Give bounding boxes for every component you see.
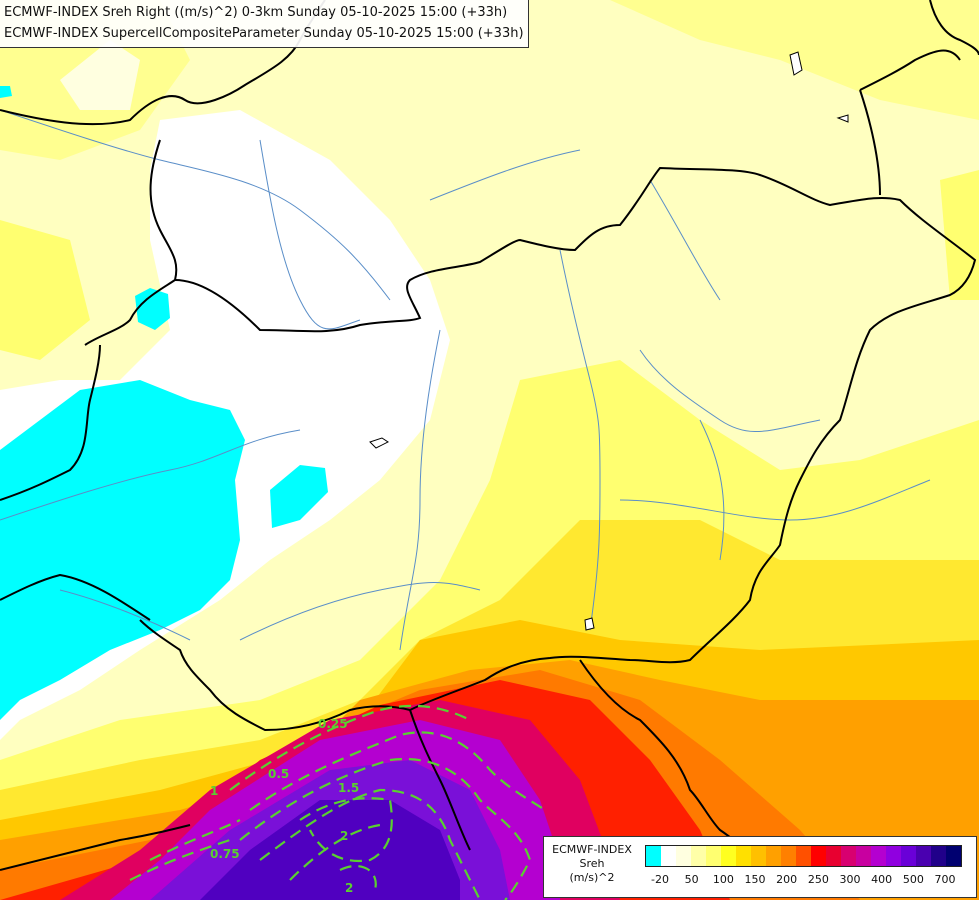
contour-label: 0.25 bbox=[318, 717, 348, 731]
legend-swatch bbox=[946, 846, 961, 866]
legend-swatch bbox=[676, 846, 691, 866]
legend-swatch bbox=[721, 846, 736, 866]
sreh-band-cyan bbox=[135, 288, 170, 330]
legend-tick-label: 300 bbox=[839, 873, 861, 886]
legend-swatch bbox=[661, 846, 676, 866]
title-scp: ECMWF-INDEX SupercellCompositeParameter … bbox=[4, 26, 524, 41]
sreh-band-indigo bbox=[200, 800, 460, 900]
legend-swatch bbox=[886, 846, 901, 866]
map-title: ECMWF-INDEX Sreh Right ((m/s)^2) 0-3km S… bbox=[0, 0, 529, 48]
legend-swatch bbox=[781, 846, 796, 866]
legend-swatches bbox=[645, 845, 962, 867]
legend-swatch bbox=[916, 846, 931, 866]
legend-tick-label: -20 bbox=[651, 873, 669, 886]
legend-swatch bbox=[706, 846, 721, 866]
contour-label: 0.5 bbox=[268, 767, 289, 781]
legend-swatch bbox=[826, 846, 841, 866]
lake bbox=[584, 617, 595, 631]
legend-swatch bbox=[766, 846, 781, 866]
scp-contours bbox=[129, 704, 546, 900]
legend-tick-label: 250 bbox=[807, 873, 829, 886]
sreh-band-cyan bbox=[270, 465, 328, 528]
lake bbox=[369, 437, 389, 449]
legend-tick-label: 200 bbox=[776, 873, 798, 886]
legend-title: ECMWF-INDEX Sreh (m/s)^2 bbox=[546, 843, 638, 885]
title-sreh: ECMWF-INDEX Sreh Right ((m/s)^2) 0-3km S… bbox=[4, 5, 508, 20]
legend-tick-label: 500 bbox=[902, 873, 924, 886]
contour-label: 2 bbox=[345, 881, 353, 895]
legend-swatch bbox=[871, 846, 886, 866]
lake bbox=[836, 114, 849, 123]
sreh-band-yellow bbox=[0, 220, 90, 360]
contour-label: 1.5 bbox=[338, 781, 359, 795]
legend-tick-label: 150 bbox=[744, 873, 766, 886]
legend-tick-label: 100 bbox=[712, 873, 734, 886]
contour-label: 0.75 bbox=[210, 847, 240, 861]
legend-tick-label: 400 bbox=[871, 873, 893, 886]
legend-swatch bbox=[811, 846, 826, 866]
legend-swatch bbox=[901, 846, 916, 866]
legend-title-unit: (m/s)^2 bbox=[569, 871, 615, 884]
sreh-band-pale bbox=[60, 40, 140, 110]
sreh-band-cyan bbox=[0, 380, 245, 720]
color-legend: ECMWF-INDEX Sreh (m/s)^2 -20 50 100 150 200 2… bbox=[543, 836, 977, 898]
legend-swatch bbox=[646, 846, 661, 866]
legend-swatch bbox=[736, 846, 751, 866]
lake bbox=[789, 51, 803, 76]
legend-tick-label: 700 bbox=[934, 873, 956, 886]
legend-swatch bbox=[751, 846, 766, 866]
legend-ticks: -20 50 100 150 200 250 300 400 500 700 bbox=[645, 873, 975, 889]
contour-label: 1 bbox=[210, 784, 218, 798]
sreh-band-yellow bbox=[940, 170, 979, 300]
legend-title-field: Sreh bbox=[579, 857, 605, 870]
legend-swatch bbox=[856, 846, 871, 866]
sreh-band-cyan bbox=[0, 86, 12, 98]
legend-swatch bbox=[796, 846, 811, 866]
legend-swatch bbox=[691, 846, 706, 866]
rivers bbox=[0, 109, 931, 651]
legend-tick-label: 50 bbox=[684, 873, 699, 886]
scp-contour-labels: 0.25 0.5 0.75 1 1.5 2 2 bbox=[210, 717, 359, 895]
legend-swatch bbox=[931, 846, 946, 866]
legend-title-model: ECMWF-INDEX bbox=[552, 843, 632, 856]
contour-label: 2 bbox=[340, 829, 348, 843]
legend-swatch bbox=[841, 846, 856, 866]
